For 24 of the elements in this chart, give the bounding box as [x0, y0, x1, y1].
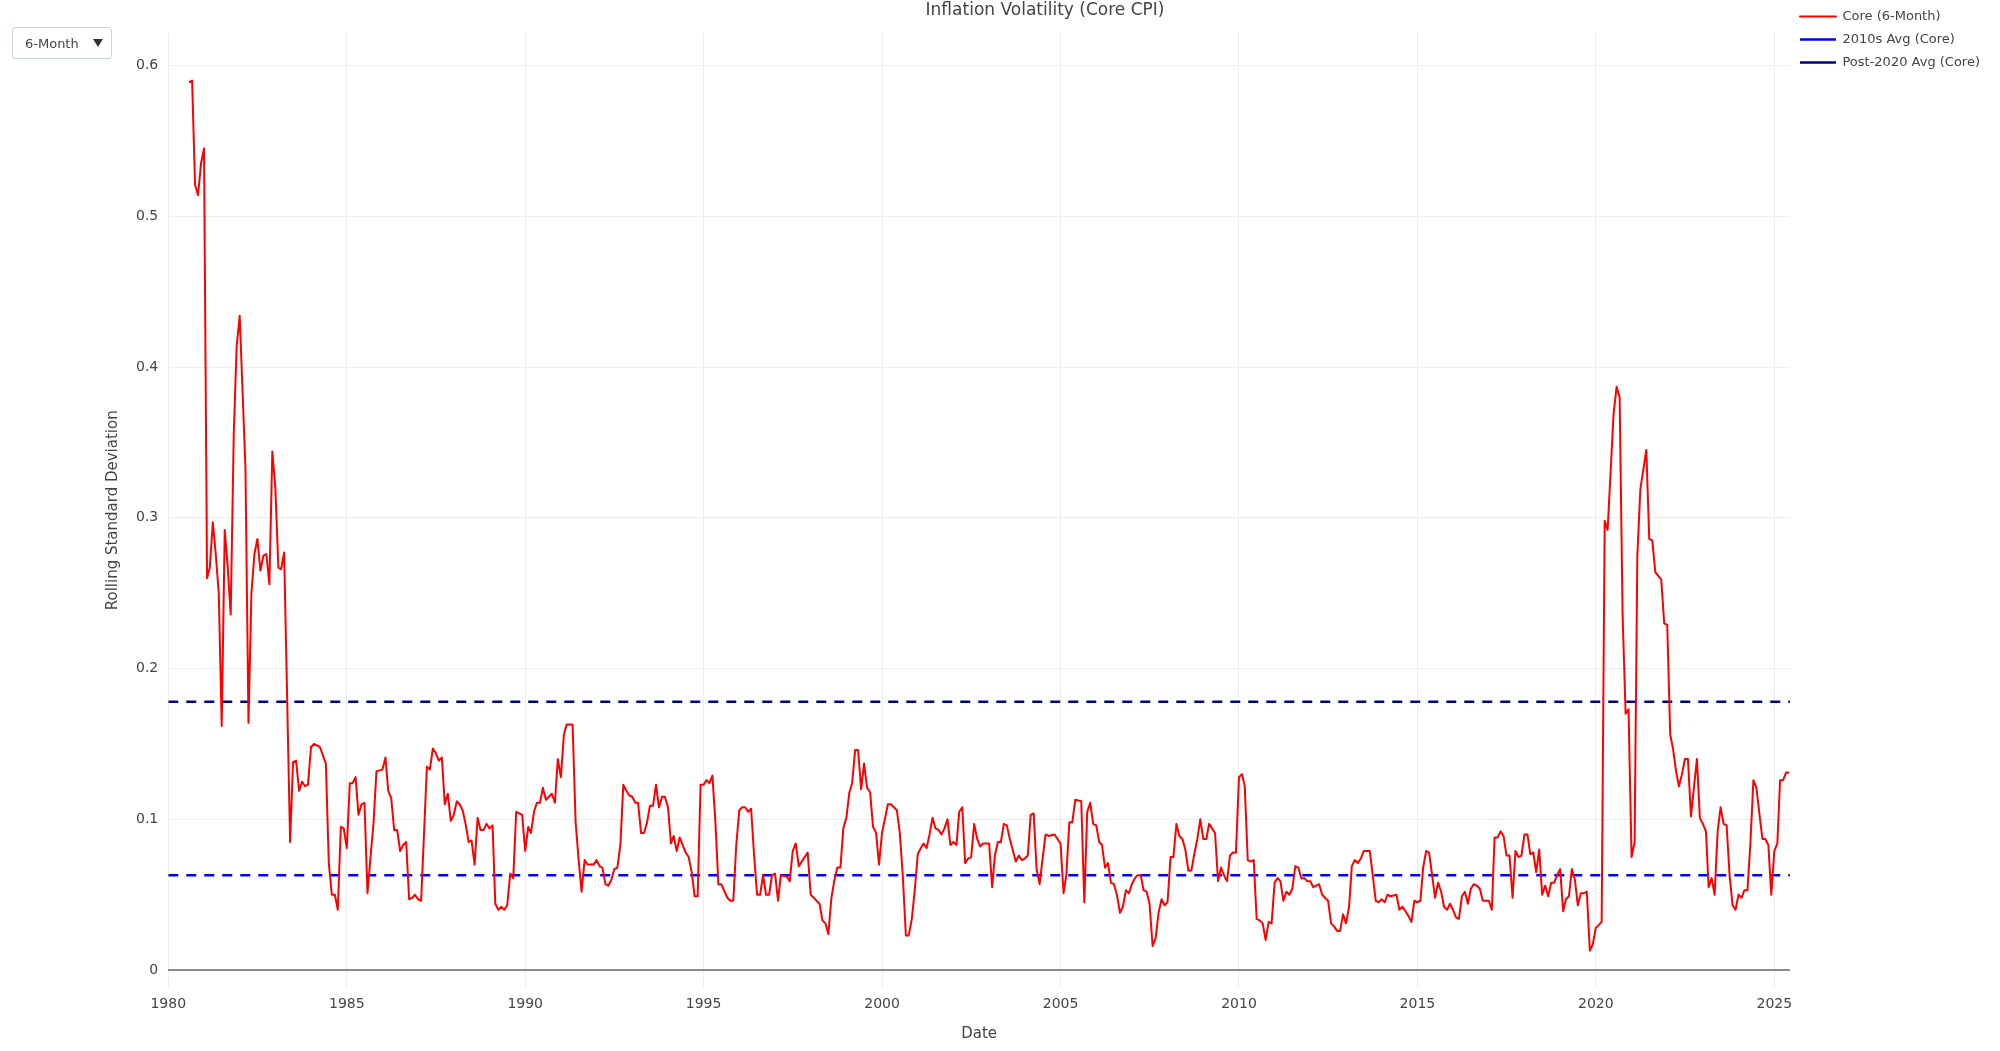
- legend-label: Core (6-Month): [1842, 7, 1941, 23]
- x-tick-label: 1990: [507, 995, 544, 1012]
- chart-title: Inflation Volatility (Core CPI): [925, 0, 1165, 19]
- y-tick-label: 0.3: [136, 508, 159, 525]
- legend-label: 2010s Avg (Core): [1842, 30, 1955, 46]
- x-tick-label: 2015: [1399, 995, 1436, 1012]
- dropdown[interactable]: 6-Month: [12, 27, 112, 59]
- legend-label: Post-2020 Avg (Core): [1842, 53, 1981, 69]
- x-axis-title: Date: [961, 1023, 998, 1042]
- x-tick-label: 1995: [685, 995, 722, 1012]
- x-tick-label: 2005: [1042, 995, 1079, 1012]
- y-tick-label: 0.2: [136, 659, 159, 676]
- y-tick-label: 0.1: [136, 809, 159, 826]
- y-tick-label: 0: [149, 960, 159, 977]
- x-tick-label: 2020: [1577, 995, 1614, 1012]
- x-tick-label: 2000: [864, 995, 900, 1012]
- x-tick-label: 1985: [328, 995, 365, 1012]
- y-tick-label: 0.6: [136, 56, 159, 73]
- x-tick-label: 2025: [1756, 995, 1793, 1012]
- y-tick-label: 0.4: [136, 357, 159, 374]
- y-tick-label: 0.5: [136, 206, 159, 223]
- x-tick-label: 2010: [1221, 995, 1257, 1012]
- y-axis-title: Rolling Standard Deviation: [102, 410, 121, 611]
- x-tick-label: 1980: [150, 995, 187, 1012]
